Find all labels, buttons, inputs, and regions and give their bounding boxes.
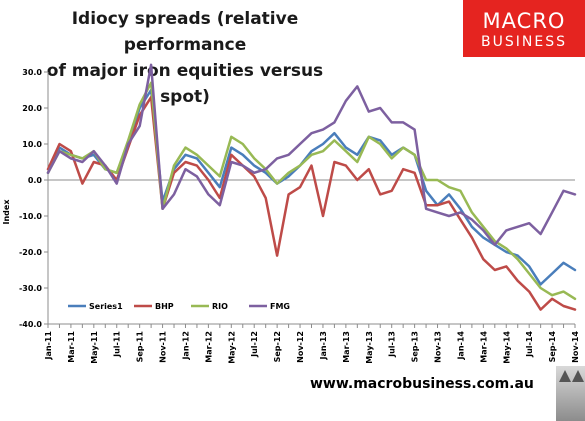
logo-line2: BUSINESS (481, 34, 567, 50)
y-axis-label: Index (2, 199, 11, 225)
legend-label-fmg: FMG (270, 302, 290, 311)
legend-label-series1: Series1 (89, 302, 123, 311)
x-tick-label: Jan-12 (181, 331, 190, 361)
x-tick-label: Nov-13 (434, 331, 443, 363)
x-tick-label: Mar-12 (204, 331, 213, 363)
x-tick-label: Jul-14 (525, 331, 534, 358)
series-line-bhp (46, 95, 577, 311)
x-tick-label: Nov-11 (159, 331, 168, 363)
logo-line1: MACRO (482, 9, 566, 33)
series-line-rio (46, 81, 577, 301)
line-chart: 30.0 20.0 10.0 0.0 -10.0 -20.0 -30.0 -40.0 Jan-… (2, 63, 580, 364)
x-tick-label: Nov-12 (296, 331, 305, 363)
y-tick-label: 30.0 (22, 68, 42, 77)
y-tick-label: 10.0 (22, 140, 42, 149)
legend-label-rio: RIO (212, 302, 228, 311)
x-tick-label: May-13 (365, 331, 374, 364)
y-tick-label: -40.0 (19, 320, 42, 329)
wolf-logo-icon (556, 366, 585, 421)
x-tick-label: Sep-11 (136, 331, 145, 363)
x-axis: Jan-11 Mar-11 May-11 Jul-11 Sep-11 Nov-11 Jan-… (44, 179, 580, 364)
x-tick-label: Jul-13 (388, 331, 397, 358)
x-tick-label: May-12 (227, 331, 236, 364)
legend-label-bhp: BHP (155, 302, 174, 311)
x-tick-label: Mar-11 (67, 331, 76, 363)
y-axis: 30.0 20.0 10.0 0.0 -10.0 -20.0 -30.0 -40.0 (19, 68, 49, 329)
x-tick-label: Jan-14 (456, 331, 465, 361)
chart-title: Idiocy spreads (relative performance of … (20, 6, 350, 110)
series-lines (46, 63, 577, 311)
y-tick-label: -10.0 (19, 212, 42, 221)
y-tick-label: 20.0 (22, 104, 42, 113)
footer-url: www.macrobusiness.com.au (310, 376, 534, 392)
y-tick-label: 0.0 (28, 176, 43, 185)
series-line-fmg (46, 63, 577, 247)
x-tick-label: May-14 (502, 331, 511, 364)
x-tick-label: Jul-12 (250, 331, 259, 358)
series-line-series1 (46, 88, 577, 286)
x-tick-label: Sep-12 (273, 331, 282, 362)
y-tick-label: -20.0 (19, 248, 42, 257)
x-tick-label: Nov-14 (571, 331, 580, 363)
macrobusiness-logo: MACRO BUSINESS (463, 0, 585, 57)
chart-title-line2: of major iron equities versus spot) (46, 61, 324, 107)
y-tick-label: -30.0 (19, 284, 42, 293)
x-tick-label: Jan-11 (44, 331, 53, 361)
x-tick-label: Mar-14 (479, 331, 488, 363)
x-tick-label: Sep-13 (411, 331, 420, 362)
chart-title-line1: Idiocy spreads (relative performance (71, 9, 299, 55)
x-tick-label: May-11 (90, 331, 99, 364)
x-tick-label: Mar-13 (342, 331, 351, 363)
x-tick-label: Jul-11 (113, 331, 122, 358)
x-tick-label: Jan-13 (319, 331, 328, 361)
legend: Series1 BHP RIO FMG (68, 302, 290, 311)
x-tick-label: Sep-14 (548, 331, 557, 363)
